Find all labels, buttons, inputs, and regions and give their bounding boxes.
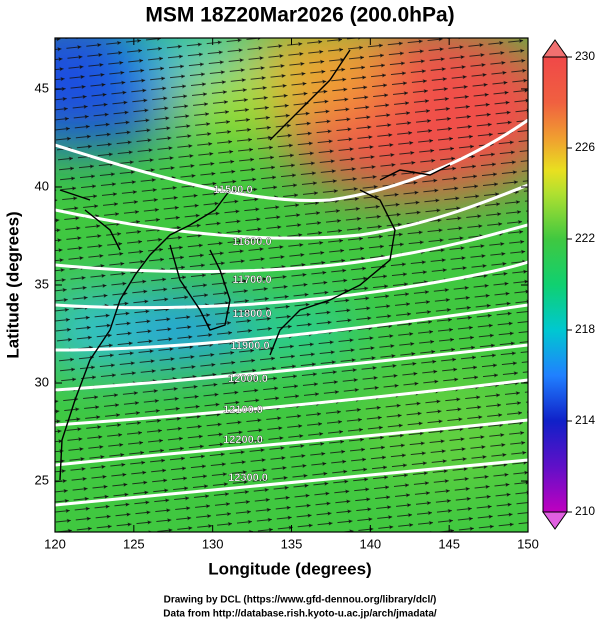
x-tick-label: 140 bbox=[359, 536, 381, 551]
y-tick-label: 30 bbox=[35, 374, 49, 389]
contour-label: 11500.0 bbox=[213, 184, 252, 196]
contour-label: 12100.0 bbox=[223, 404, 263, 416]
colorbar-extend-bottom bbox=[542, 511, 568, 530]
contour-label: 11900.0 bbox=[230, 340, 269, 352]
x-tick-label: 130 bbox=[202, 536, 224, 551]
contour-label: 12300.0 bbox=[228, 472, 268, 484]
x-axis-label: Longitude (degrees) bbox=[208, 559, 371, 578]
colorbar-tick-label: 230 bbox=[575, 49, 595, 63]
y-axis-label: Latitude (degrees) bbox=[3, 211, 22, 358]
x-tick-label: 150 bbox=[517, 536, 539, 551]
contour-label: 12000.0 bbox=[228, 373, 268, 385]
map-title: MSM 18Z20Mar2026 (200.0hPa) bbox=[145, 4, 454, 27]
y-tick-label: 45 bbox=[35, 80, 49, 95]
colorbar bbox=[542, 56, 568, 513]
colorbar-tick-label: 214 bbox=[575, 413, 595, 427]
coastlines bbox=[59, 49, 451, 481]
colorbar-tick-label: 218 bbox=[575, 322, 595, 336]
field bbox=[55, 38, 528, 532]
x-tick-label: 120 bbox=[44, 536, 66, 551]
x-tick-label: 145 bbox=[438, 536, 460, 551]
y-tick-label: 35 bbox=[35, 276, 49, 291]
contours bbox=[55, 118, 528, 507]
colorbar-extend-top bbox=[542, 39, 568, 58]
footer-line: Data from http://database.rish.kyoto-u.a… bbox=[163, 609, 437, 620]
y-tick-label: 25 bbox=[35, 472, 49, 487]
contour-label: 11800.0 bbox=[232, 308, 271, 320]
x-tick-label: 125 bbox=[123, 536, 145, 551]
contour-label: 12200.0 bbox=[223, 434, 263, 446]
footer-line: Drawing by DCL (https://www.gfd-dennou.o… bbox=[164, 595, 437, 606]
contour-label: 11600.0 bbox=[232, 236, 271, 248]
x-tick-label: 135 bbox=[281, 536, 303, 551]
contour-label: 11700.0 bbox=[232, 274, 271, 286]
colorbar-tick-label: 226 bbox=[575, 140, 595, 154]
colorbar-tick-label: 222 bbox=[575, 231, 595, 245]
y-tick-label: 40 bbox=[35, 178, 49, 193]
colorbar-tick-label: 210 bbox=[575, 504, 595, 518]
